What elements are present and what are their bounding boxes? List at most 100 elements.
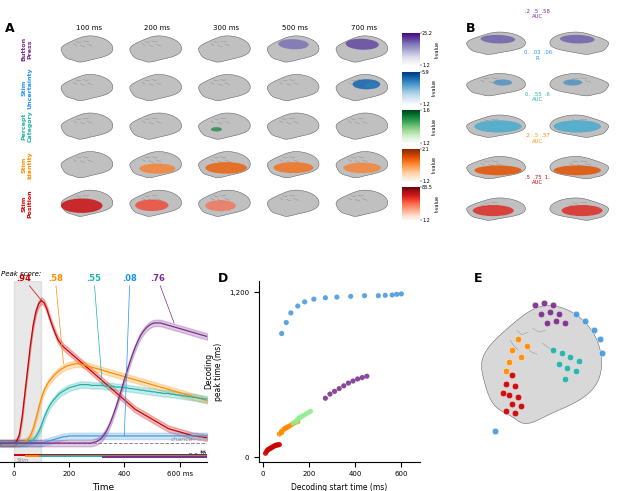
Point (545, 308, 555, 316)
Text: 300 ms: 300 ms (213, 25, 239, 31)
Text: Stim
Identity: Stim Identity (22, 151, 33, 179)
Point (396, 290, 406, 298)
Text: D: D (218, 272, 228, 285)
Text: 0.  .55  .6
AUC: 0. .55 .6 AUC (525, 91, 550, 102)
Point (510, 382, 520, 390)
Text: Percept
Category: Percept Category (22, 110, 33, 142)
Bar (14, 281, 41, 462)
Point (507, 371, 517, 379)
Text: Stim
Position: Stim Position (22, 189, 33, 218)
Point (268, 442, 278, 450)
Point (309, 295, 319, 303)
Point (305, 408, 315, 415)
Text: **: ** (200, 450, 207, 456)
Point (597, 350, 607, 357)
Point (531, 301, 540, 309)
Text: .08: .08 (122, 274, 137, 436)
Point (553, 310, 563, 318)
Point (303, 409, 313, 416)
Point (263, 446, 273, 454)
Point (507, 400, 517, 408)
Point (542, 319, 552, 327)
Text: Stim: Stim (17, 458, 29, 464)
Point (299, 411, 308, 419)
Point (292, 416, 302, 424)
Point (288, 420, 298, 428)
Polygon shape (482, 305, 602, 424)
Point (291, 418, 300, 426)
Point (296, 413, 306, 421)
Text: .94: .94 (16, 274, 41, 300)
Point (344, 379, 354, 387)
Text: .5  .75  1.
AUC: .5 .75 1. AUC (525, 174, 550, 185)
Point (507, 346, 517, 354)
Text: E: E (474, 272, 482, 285)
Point (501, 380, 511, 388)
Point (300, 298, 310, 306)
Point (553, 360, 563, 368)
Point (360, 292, 370, 300)
Text: .2  .5  .57
AUC: .2 .5 .57 AUC (525, 133, 550, 144)
Point (362, 372, 372, 380)
Point (489, 427, 499, 435)
Text: .2  .5  .58
AUC: .2 .5 .58 AUC (525, 9, 550, 20)
Point (286, 309, 296, 317)
Point (267, 444, 276, 452)
Point (353, 375, 363, 383)
Text: 100 ms: 100 ms (75, 25, 102, 31)
Point (271, 441, 281, 449)
Point (265, 444, 275, 452)
Text: .76: .76 (150, 274, 174, 323)
Point (339, 382, 349, 390)
Point (501, 407, 511, 415)
Point (516, 353, 526, 361)
Point (260, 449, 270, 457)
Point (595, 335, 605, 343)
Point (574, 356, 584, 364)
Point (281, 319, 291, 327)
Text: Button
Press: Button Press (22, 37, 33, 61)
Text: A: A (4, 22, 14, 35)
Point (284, 423, 294, 431)
Point (293, 302, 303, 310)
Point (281, 424, 291, 432)
Point (332, 293, 342, 301)
Point (275, 430, 284, 438)
Point (288, 419, 298, 427)
Point (539, 299, 549, 307)
Point (264, 445, 274, 453)
Text: .55: .55 (86, 274, 102, 384)
Point (325, 390, 335, 398)
Point (565, 353, 575, 361)
Text: 200 ms: 200 ms (144, 25, 170, 31)
Point (279, 425, 289, 433)
Point (276, 329, 286, 337)
Point (521, 342, 531, 350)
Point (392, 290, 402, 298)
Point (273, 441, 283, 449)
Point (580, 317, 590, 325)
Point (373, 292, 383, 300)
Point (329, 387, 339, 395)
Point (560, 319, 569, 327)
Point (272, 441, 282, 449)
Point (513, 393, 523, 401)
Point (510, 409, 520, 417)
Point (280, 425, 290, 433)
Text: Peak score:: Peak score: (1, 271, 41, 277)
Point (276, 427, 286, 435)
Point (262, 447, 271, 455)
Point (560, 375, 569, 382)
Point (275, 441, 284, 449)
Point (516, 402, 526, 409)
Point (276, 429, 286, 436)
Point (283, 423, 292, 431)
Point (548, 301, 558, 309)
Point (294, 414, 304, 422)
Text: 700 ms: 700 ms (350, 25, 376, 31)
Point (346, 293, 355, 300)
Text: chance: chance (171, 437, 193, 442)
Text: Stim
Uncertainty: Stim Uncertainty (22, 67, 33, 109)
Point (536, 310, 546, 318)
Text: 500 ms: 500 ms (282, 25, 308, 31)
